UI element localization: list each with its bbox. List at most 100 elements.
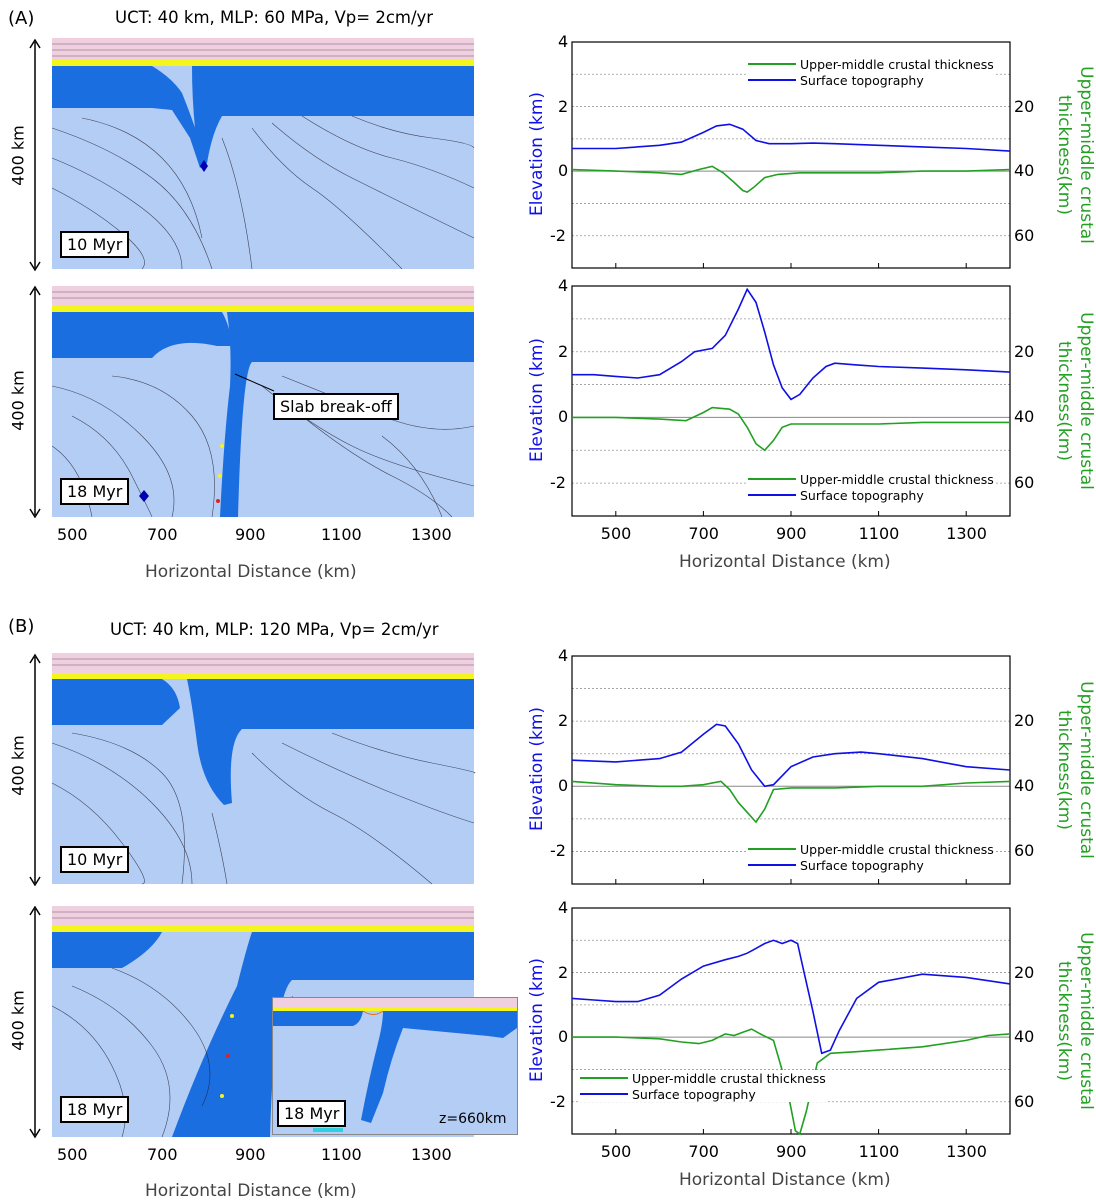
legend-label: Upper-middle crustal thickness bbox=[800, 842, 994, 857]
x-tick-label: 500 bbox=[601, 524, 632, 543]
y2-tick-label: 20 bbox=[1014, 342, 1034, 361]
model-xtick-a-1100: 1100 bbox=[321, 525, 362, 544]
chart-legend-a-1: Upper-middle crustal thickness Surface to… bbox=[748, 471, 994, 503]
model-xlabel-b: Horizontal Distance (km) bbox=[145, 1181, 357, 1201]
legend-entry: Upper-middle crustal thickness bbox=[748, 841, 994, 857]
panel-b-parameters: UCT: 40 km, MLP: 120 MPa, Vp= 2cm/yr bbox=[110, 620, 439, 639]
crustal-thickness-line bbox=[572, 408, 1010, 451]
crustal-thickness-axis-label: Upper-middle crustal thickness(km) bbox=[1053, 55, 1096, 255]
model-xtick-a-900: 900 bbox=[235, 525, 266, 544]
legend-entry: Upper-middle crustal thickness bbox=[748, 471, 994, 487]
model-xtick-b-1100: 1100 bbox=[321, 1145, 362, 1164]
x-tick-label: 1100 bbox=[859, 524, 900, 543]
depth-label-a-18myr: 400 km bbox=[9, 361, 28, 441]
y2-tick-label: 40 bbox=[1014, 407, 1034, 426]
x-tick-label: 1300 bbox=[946, 524, 987, 543]
y-tick-label: -2 bbox=[550, 1092, 566, 1111]
inset-depth-label: z=660km bbox=[439, 1111, 507, 1127]
depth-arrow-b-10myr bbox=[30, 655, 40, 885]
legend-label: Upper-middle crustal thickness bbox=[632, 1071, 826, 1086]
y2-tick-label: 40 bbox=[1014, 161, 1034, 180]
crustal-thickness-axis-label: Upper-middle crustal thickness(km) bbox=[1053, 301, 1096, 501]
crustal-thickness-axis-label: Upper-middle crustal thickness(km) bbox=[1053, 921, 1096, 1121]
legend-label: Surface topography bbox=[800, 73, 924, 88]
y-tick-label: -2 bbox=[550, 473, 566, 492]
x-tick-label: 900 bbox=[776, 524, 807, 543]
legend-swatch bbox=[748, 494, 796, 496]
model-xtick-a-700: 700 bbox=[147, 525, 178, 544]
chart-legend-b-2: Upper-middle crustal thickness Surface to… bbox=[748, 841, 994, 873]
legend-entry: Upper-middle crustal thickness bbox=[580, 1070, 826, 1086]
panel-a-parameters: UCT: 40 km, MLP: 60 MPa, Vp= 2cm/yr bbox=[115, 8, 433, 27]
legend-swatch bbox=[580, 1093, 628, 1095]
y-tick-label: 0 bbox=[558, 776, 568, 795]
y2-tick-label: 60 bbox=[1014, 841, 1034, 860]
elevation-axis-label: Elevation (km) bbox=[527, 694, 547, 844]
model-xtick-a-500: 500 bbox=[57, 525, 88, 544]
legend-label: Surface topography bbox=[800, 858, 924, 873]
panel-label-b: (B) bbox=[8, 616, 34, 637]
slab-breakoff-annotation: Slab break-off bbox=[273, 393, 399, 420]
y2-tick-label: 60 bbox=[1014, 226, 1034, 245]
crustal-thickness-line bbox=[572, 166, 1010, 192]
legend-entry: Surface topography bbox=[748, 487, 994, 503]
y-tick-label: 4 bbox=[558, 898, 568, 917]
legend-entry: Surface topography bbox=[748, 857, 994, 873]
model-xtick-b-900: 900 bbox=[235, 1145, 266, 1164]
y-tick-label: 4 bbox=[558, 276, 568, 295]
legend-label: Surface topography bbox=[632, 1087, 756, 1102]
y-tick-label: 2 bbox=[558, 711, 568, 730]
time-label-a-18myr: 18 Myr bbox=[60, 478, 129, 505]
legend-entry: Upper-middle crustal thickness bbox=[748, 56, 994, 72]
model-xtick-b-500: 500 bbox=[57, 1145, 88, 1164]
y-tick-label: 2 bbox=[558, 342, 568, 361]
model-xlabel-a: Horizontal Distance (km) bbox=[145, 562, 357, 582]
legend-entry: Surface topography bbox=[748, 72, 994, 88]
chart-xlabel: Horizontal Distance (km) bbox=[679, 552, 891, 572]
y-tick-label: -2 bbox=[550, 841, 566, 860]
x-tick-label: 900 bbox=[776, 1142, 807, 1161]
elevation-axis-label: Elevation (km) bbox=[527, 945, 547, 1095]
legend-swatch bbox=[748, 864, 796, 866]
model-snapshot-a-10myr: 10 Myr bbox=[52, 38, 474, 269]
model-xaxis-a: 500 700 900 1100 1300 bbox=[52, 525, 474, 547]
time-label-a-10myr: 10 Myr bbox=[60, 231, 129, 258]
legend-swatch bbox=[748, 848, 796, 850]
profile-chart-a-1: 4 2 0 -2 20 40 60 500 700 900 1100 1300 Horizontal D… bbox=[572, 286, 1010, 516]
legend-label: Upper-middle crustal thickness bbox=[800, 57, 994, 72]
depth-label-a-10myr: 400 km bbox=[9, 116, 28, 196]
legend-swatch bbox=[580, 1077, 628, 1079]
chart-xlabel: Horizontal Distance (km) bbox=[679, 1170, 891, 1190]
inset-time-label: 18 Myr bbox=[277, 1100, 346, 1127]
legend-label: Upper-middle crustal thickness bbox=[800, 472, 994, 487]
legend-entry: Surface topography bbox=[580, 1086, 826, 1102]
y-tick-label: 0 bbox=[558, 407, 568, 426]
legend-swatch bbox=[748, 478, 796, 480]
profile-chart-b-2: 4 2 0 -2 20 40 60 Elevation (km) Upper-middle cr… bbox=[572, 656, 1010, 884]
y2-tick-label: 20 bbox=[1014, 963, 1034, 982]
y-tick-label: -2 bbox=[550, 226, 566, 245]
y2-tick-label: 40 bbox=[1014, 776, 1034, 795]
surface-topography-line bbox=[572, 289, 1010, 399]
model-xaxis-b: 500 700 900 1100 1300 bbox=[52, 1145, 474, 1167]
model-xtick-b-1300: 1300 bbox=[411, 1145, 452, 1164]
x-tick-label: 500 bbox=[601, 1142, 632, 1161]
legend-swatch bbox=[748, 63, 796, 65]
y2-tick-label: 60 bbox=[1014, 1092, 1034, 1111]
profile-chart-b-3: 4 2 0 -2 20 40 60 500 700 900 1100 1300 Horizontal D… bbox=[572, 908, 1010, 1134]
y-tick-label: 2 bbox=[558, 963, 568, 982]
y2-tick-label: 60 bbox=[1014, 473, 1034, 492]
chart-legend-b-3: Upper-middle crustal thickness Surface to… bbox=[580, 1070, 826, 1102]
time-label-b-18myr: 18 Myr bbox=[60, 1096, 129, 1123]
surface-topography-line bbox=[572, 724, 1010, 786]
y2-tick-label: 20 bbox=[1014, 711, 1034, 730]
x-tick-label: 1100 bbox=[859, 1142, 900, 1161]
model-snapshot-a-18myr: Slab break-off 18 Myr bbox=[52, 286, 474, 517]
depth-arrow-a-10myr bbox=[30, 40, 40, 270]
x-tick-label: 1300 bbox=[946, 1142, 987, 1161]
legend-swatch bbox=[748, 79, 796, 81]
profile-chart-a-0: 4 2 0 -2 20 40 60 Elevation (km) Upper-middle cr… bbox=[572, 42, 1010, 268]
crustal-thickness-axis-label: Upper-middle crustal thickness(km) bbox=[1053, 670, 1096, 870]
legend-label: Surface topography bbox=[800, 488, 924, 503]
elevation-axis-label: Elevation (km) bbox=[527, 325, 547, 475]
